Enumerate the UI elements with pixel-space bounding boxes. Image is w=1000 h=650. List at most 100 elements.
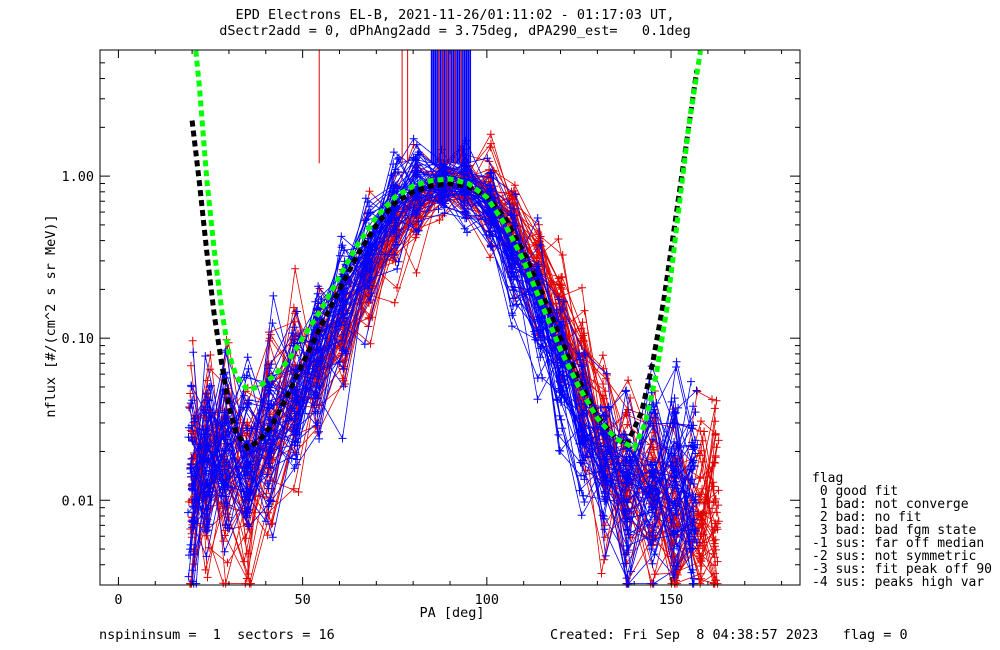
red-series-point (536, 251, 545, 260)
blue-series-point (559, 297, 568, 306)
blue-series-point (264, 446, 273, 455)
blue-series-point (202, 440, 211, 449)
blue-series-point (536, 325, 545, 334)
blue-series-point (667, 518, 676, 527)
blue-series-point (220, 408, 229, 417)
blue-series-point (511, 221, 519, 230)
red-series-point (242, 534, 250, 543)
blue-series-point (202, 492, 211, 501)
red-series-point (697, 417, 705, 426)
blue-series-point (201, 469, 210, 478)
blue-series-point (291, 409, 300, 418)
blue-series-point (242, 463, 251, 472)
blue-series-point (186, 399, 195, 408)
blue-series-point (650, 484, 659, 493)
blue-series-point (691, 408, 700, 417)
blue-series-point (441, 193, 449, 202)
chart-title-line-2: dSectr2add = 0, dPhAng2add = 3.75deg, dP… (219, 23, 691, 39)
blue-series-point (601, 551, 610, 560)
red-series-point (713, 519, 722, 528)
blue-series-point (577, 436, 586, 445)
red-series-point (486, 130, 495, 139)
red-series-point (693, 511, 702, 520)
blue-series-point (315, 434, 324, 443)
blue-series-point (264, 484, 273, 493)
blue-series-point (268, 533, 277, 542)
black-fit-curve (189, 69, 700, 452)
blue-series-point (393, 155, 402, 163)
red-series-point (412, 268, 421, 277)
red-series-point (203, 376, 212, 385)
chart-title-line-1: EPD Electrons EL-B, 2021-11-26/01:11:02 … (235, 7, 675, 23)
red-series-point (201, 565, 210, 574)
blue-series-point (604, 442, 613, 451)
blue-series-point (627, 567, 635, 576)
blue-series-point (621, 461, 630, 470)
red-series-point (624, 376, 633, 385)
blue-series-point (293, 455, 302, 464)
blue-series-point (538, 373, 547, 382)
blue-series-line (190, 159, 692, 573)
red-series-point (187, 361, 195, 370)
blue-series-point (339, 364, 348, 373)
blue-series-point (220, 547, 229, 556)
blue-series-point (651, 522, 659, 531)
blue-series-point (437, 192, 446, 201)
blue-series-point (508, 322, 516, 331)
blue-series-point (578, 411, 586, 420)
blue-series-point (203, 416, 212, 425)
red-series-point (695, 552, 704, 560)
blue-series-point (602, 369, 611, 378)
blue-series-point (693, 440, 702, 449)
blue-series-point (317, 295, 326, 304)
blue-series-point (622, 514, 631, 523)
blue-series-point (459, 188, 468, 197)
blue-series-point (367, 289, 376, 298)
red-series-point (388, 236, 397, 245)
blue-series-point (361, 194, 370, 203)
blue-series-point (672, 357, 681, 366)
blue-series-point (555, 321, 564, 330)
blue-series-point (223, 501, 232, 510)
red-series-point (223, 558, 232, 567)
blue-series-point (243, 353, 252, 362)
red-series-point (188, 336, 197, 345)
blue-series-point (506, 210, 515, 219)
blue-series-point (343, 309, 351, 318)
blue-series-point (619, 430, 628, 439)
blue-series-point (651, 409, 660, 418)
blue-series-point (269, 291, 278, 300)
blue-series-point (368, 242, 377, 251)
blue-series-point (601, 495, 610, 504)
blue-series-point (622, 541, 631, 550)
blue-series-point (580, 475, 589, 484)
blue-series-point (191, 496, 200, 505)
blue-series-point (533, 214, 542, 222)
blue-series-point (460, 199, 469, 207)
blue-series-point (688, 490, 697, 499)
red-series-point (711, 494, 720, 503)
blue-series-point (411, 171, 420, 180)
red-series-point (244, 570, 253, 578)
red-series-point (487, 139, 495, 148)
red-series-point (510, 181, 519, 190)
x-tick-label: 150 (659, 592, 683, 608)
red-series-point (626, 394, 635, 402)
red-series-point (712, 443, 721, 452)
red-series-line (193, 169, 718, 573)
red-series-point (649, 453, 658, 462)
blue-series-point (558, 371, 567, 380)
blue-series-point (409, 134, 418, 143)
blue-series-point (389, 148, 398, 157)
blue-series-point (599, 473, 608, 482)
blue-series-point (315, 427, 323, 436)
blue-series-point (647, 460, 656, 469)
red-series-point (435, 216, 444, 224)
red-series-point (698, 457, 707, 466)
blue-series-point (394, 167, 403, 176)
blue-series-point (460, 174, 469, 183)
red-series-point (714, 436, 723, 445)
red-series-point (602, 374, 610, 383)
blue-series-point (261, 517, 270, 526)
blue-series-point (290, 440, 299, 449)
